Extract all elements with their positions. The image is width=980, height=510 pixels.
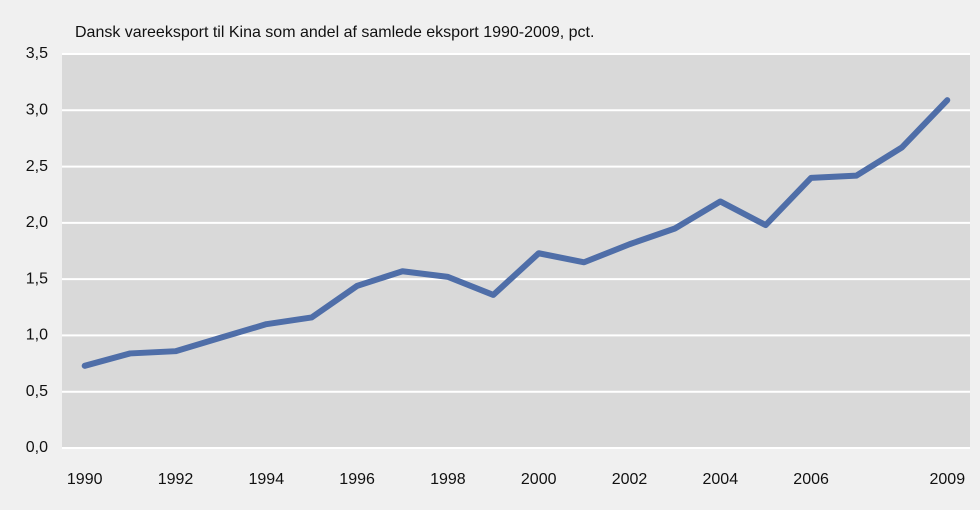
x-tick-label: 1996 <box>339 471 375 488</box>
x-tick-label: 2000 <box>521 471 557 488</box>
y-tick-label: 0,0 <box>26 439 48 456</box>
series-line <box>81 97 951 369</box>
x-tick-label: 2002 <box>612 471 648 488</box>
y-tick-label: 2,0 <box>26 214 48 231</box>
x-tick-label: 1998 <box>430 471 466 488</box>
y-tick-label: 3,5 <box>26 45 48 62</box>
x-tick-label: 1990 <box>67 471 103 488</box>
chart-title: Dansk vareeksport til Kina som andel af … <box>75 24 594 41</box>
x-tick-label: 1992 <box>158 471 194 488</box>
y-tick-label: 0,5 <box>26 383 48 400</box>
x-tick-label: 2006 <box>793 471 829 488</box>
x-tick-label: 2004 <box>703 471 739 488</box>
y-tick-label: 3,0 <box>26 102 48 119</box>
y-tick-label: 1,0 <box>26 327 48 344</box>
plot-area <box>62 54 970 448</box>
x-tick-label: 2009 <box>930 471 966 488</box>
y-tick-label: 2,5 <box>26 158 48 175</box>
y-tick-label: 1,5 <box>26 270 48 287</box>
x-tick-label: 1994 <box>249 471 285 488</box>
